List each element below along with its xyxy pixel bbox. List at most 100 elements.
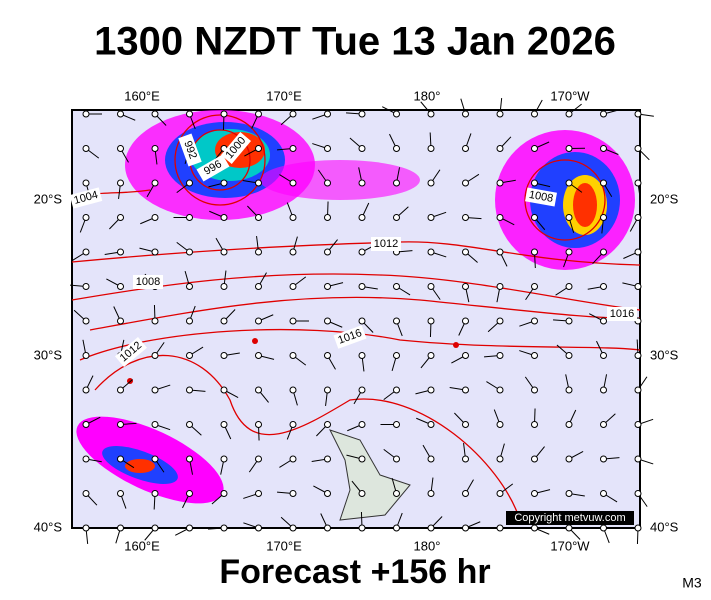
lat-label: 30°S [34, 347, 63, 362]
station [600, 283, 607, 290]
station [82, 214, 90, 221]
station [462, 352, 469, 359]
station [255, 248, 262, 256]
station [634, 110, 642, 118]
station [324, 490, 331, 497]
lat-label: 40°S [650, 519, 679, 534]
station [289, 421, 297, 428]
station [255, 283, 262, 290]
isobar-label-box [69, 187, 103, 209]
station [496, 352, 504, 359]
station [531, 283, 538, 290]
station [289, 490, 297, 497]
station [358, 145, 366, 152]
station [220, 352, 228, 359]
station [427, 455, 435, 463]
station [427, 421, 435, 428]
station [82, 248, 90, 256]
station [565, 179, 573, 187]
station [255, 214, 262, 221]
station [324, 283, 331, 290]
isobar-label: 992 [178, 133, 202, 167]
station [289, 386, 297, 394]
station [496, 110, 504, 118]
station [427, 179, 435, 187]
station [117, 283, 124, 290]
lat-label: 40°S [34, 519, 63, 534]
station [117, 145, 124, 152]
station [289, 524, 297, 532]
station [255, 524, 262, 532]
station [462, 421, 469, 428]
station [565, 490, 573, 497]
isobar-label-box [220, 132, 252, 164]
station [565, 145, 573, 152]
isobar-label: 1004 [69, 187, 103, 209]
isobar-label: 1012 [371, 237, 401, 251]
station [462, 490, 469, 497]
station [117, 110, 124, 118]
station [117, 524, 124, 532]
station [427, 214, 435, 221]
station [462, 317, 469, 325]
station [565, 386, 573, 394]
station [393, 317, 400, 325]
station [220, 490, 228, 497]
station [324, 455, 331, 463]
station [496, 317, 504, 325]
station [531, 455, 538, 463]
station [565, 248, 573, 256]
station [117, 179, 124, 187]
station [289, 352, 297, 359]
station [255, 145, 262, 152]
station [358, 179, 366, 187]
station [358, 421, 366, 428]
station [358, 317, 366, 325]
station [358, 214, 366, 221]
station [531, 179, 538, 187]
station [82, 386, 90, 394]
lon-label: 170°E [266, 88, 302, 103]
station [82, 490, 90, 497]
lon-label: 160°E [124, 538, 160, 553]
isobar-label-box [525, 187, 557, 207]
station [634, 283, 642, 290]
station [600, 352, 607, 359]
station [358, 524, 366, 532]
station [289, 214, 297, 221]
station [496, 179, 504, 187]
station [220, 386, 228, 394]
lat-label: 20°S [34, 191, 63, 206]
station [565, 421, 573, 428]
station [462, 283, 469, 290]
lat-label: 20°S [650, 191, 679, 206]
isobar-label-box [607, 307, 637, 321]
station [220, 317, 228, 325]
station [82, 317, 90, 325]
station [462, 524, 469, 532]
station [531, 145, 538, 152]
station [600, 145, 607, 152]
station [186, 352, 193, 359]
map-labels: 160°E 160°E 170°E 170°E 180° 180° 170°W 170°W 20… [34, 88, 679, 553]
station [255, 386, 262, 394]
station [151, 490, 159, 497]
station [255, 317, 262, 325]
isobar-label: 996 [196, 154, 230, 182]
station [358, 386, 366, 394]
station [634, 490, 642, 497]
station [393, 421, 400, 428]
station [496, 283, 504, 290]
station [393, 110, 400, 118]
station [220, 179, 228, 187]
station [255, 421, 262, 428]
station [324, 248, 331, 256]
station [186, 317, 193, 325]
station [462, 455, 469, 463]
station [186, 421, 193, 428]
station [255, 490, 262, 497]
station [151, 352, 159, 359]
station [600, 214, 607, 221]
station [531, 317, 538, 325]
station [151, 455, 159, 463]
